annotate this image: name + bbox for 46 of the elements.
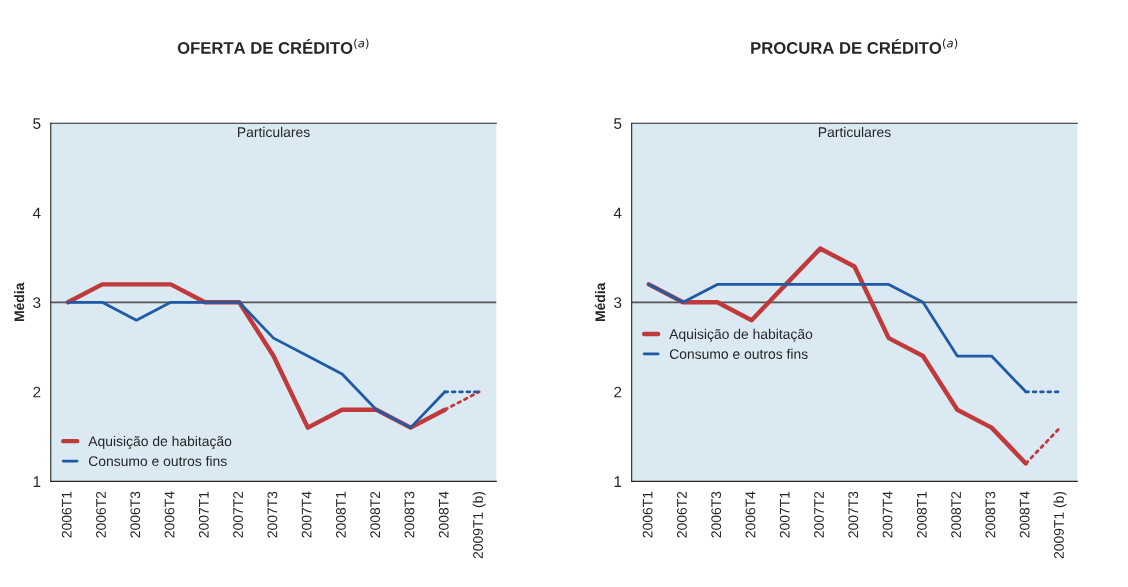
x-tick-label: 2006T2	[96, 491, 106, 538]
legend-label: Consumo e outros fins	[88, 455, 227, 467]
x-tick-label: 2007T2	[814, 491, 824, 538]
y-tick-label: 1	[33, 476, 41, 487]
y-tick-label: 3	[33, 297, 41, 308]
y-tick-label: 2	[614, 386, 622, 398]
x-tick-label: 2008T3	[985, 491, 996, 538]
x-tick-label: 2006T3	[711, 491, 722, 538]
y-tick-label: 4	[32, 207, 41, 219]
x-tick-label: 2006T1	[642, 491, 653, 538]
x-tick-label: 2006T3	[130, 491, 141, 538]
y-tick-label: 4	[613, 207, 622, 219]
x-tick-label: 2007T4	[882, 491, 893, 538]
x-tick-label: 2007T3	[267, 491, 278, 538]
legend-label: Aquisição de habitação	[88, 435, 232, 449]
x-tick-label: 2007T4	[301, 491, 312, 538]
x-tick-label: 2008T3	[404, 491, 415, 538]
legend-label: Aquisição de habitação	[669, 328, 813, 342]
y-tick-label: 5	[614, 118, 622, 129]
x-tick-label: 2008T4	[438, 491, 449, 538]
x-tick-label: 2007T2	[233, 491, 243, 538]
x-tick-label: 2006T2	[676, 491, 687, 538]
x-tick-label: 2008T2	[370, 491, 381, 538]
x-tick-label: 2007T1	[198, 491, 209, 538]
x-tick-label: 2006T4	[164, 491, 175, 538]
chart-title: OFERTA DE CRÉDITO$^{(a)}$	[177, 38, 369, 54]
x-tick-label: 2007T1	[779, 491, 790, 538]
y-tick-label: 2	[33, 386, 41, 398]
chart-title: PROCURA DE CRÉDITO$^{(a)}$	[751, 38, 958, 54]
x-tick-label: 2008T4	[1019, 491, 1030, 538]
x-tick-label: 2006T4	[745, 491, 756, 538]
y-tick-label: 5	[33, 118, 41, 129]
x-tick-label: 2008T2	[951, 491, 962, 538]
x-tick-label: 2007T3	[848, 491, 859, 538]
x-tick-label: 2008T1	[916, 491, 927, 538]
x-tick-label: 2006T1	[61, 491, 72, 538]
x-tick-label: 2009T1 (b)	[1053, 491, 1067, 559]
legend-label: Consumo e outros fins	[669, 348, 808, 359]
y-tick-label: 3	[614, 297, 622, 308]
y-axis-title: Média	[13, 282, 25, 322]
x-tick-label: 2009T1 (b)	[472, 491, 486, 559]
x-tick-label: 2008T1	[335, 491, 346, 538]
y-axis-title: Média	[594, 282, 606, 322]
y-tick-label: 1	[614, 476, 622, 487]
annotation: Particulares	[238, 126, 310, 138]
annotation: Particulares	[818, 126, 891, 138]
